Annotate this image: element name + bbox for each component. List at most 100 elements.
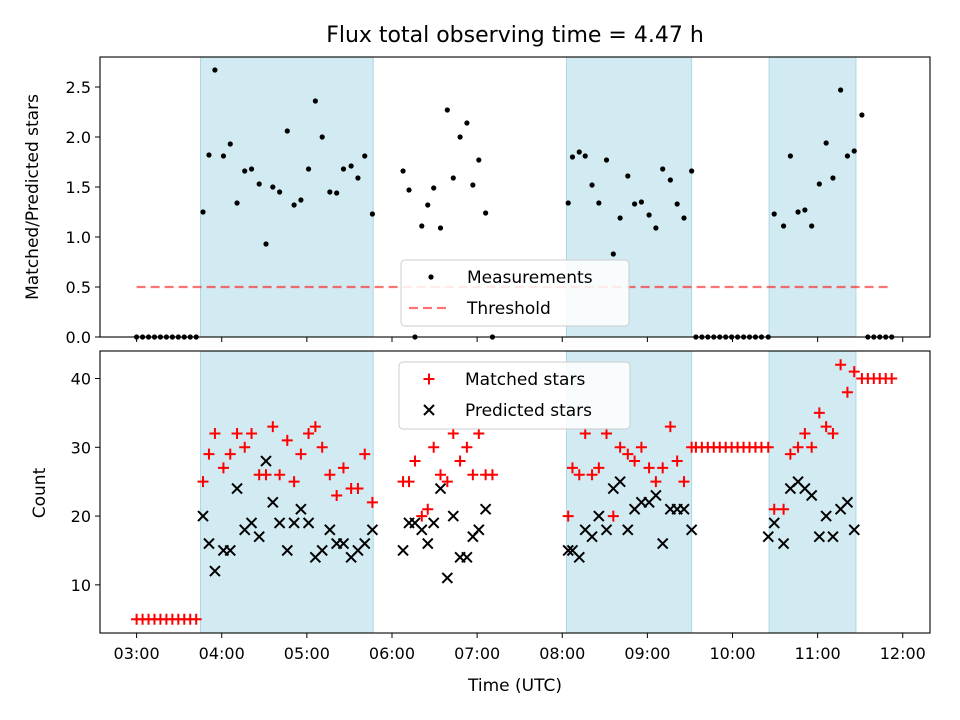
bottom-matched-stars-point [601,428,613,440]
bottom-predicted-stars-point [600,524,613,536]
bottom-predicted-stars-point [397,544,409,557]
top-measurements-point [355,175,361,181]
top-measurements-point [859,112,865,118]
bottom-predicted-stars-point [820,510,832,522]
bottom-predicted-stars-point [366,524,379,536]
bottom-predicted-stars-point [260,455,272,467]
top-measurements-point [406,187,412,193]
bottom-predicted-stars-point [281,544,293,557]
top-measurements-point [270,184,276,190]
bottom-matched-stars-point [217,462,229,474]
bottom-legend-label: Matched stars [465,370,585,390]
top-measurements-point [263,241,269,247]
top-measurements-point [483,210,489,216]
top-measurements-point [476,157,482,163]
x-tick-label: 03:00 [114,644,160,663]
bottom-matched-stars-point [416,510,428,522]
bottom-matched-stars-point [467,469,479,481]
bottom-predicted-stars-point [253,530,265,543]
top-y-tick-label: 1.5 [66,178,91,197]
bottom-matched-stars-point [231,428,243,440]
bottom-predicted-stars-point [231,482,243,495]
top-shaded-span-2 [768,56,857,338]
top-y-tick-label: 0.0 [66,328,91,347]
bottom-matched-stars-point [664,421,676,433]
top-measurements-point [457,134,463,140]
bottom-predicted-stars-point [337,537,350,550]
top-measurements-point [227,141,233,147]
bottom-predicted-stars-point [324,524,336,536]
top-measurements-point [470,182,476,188]
top-measurements-point [444,107,450,113]
bottom-matched-stars-point [454,455,466,467]
top-measurements-point [625,173,631,179]
top-measurements-point [851,148,857,154]
bottom-matched-stars-point [267,421,279,433]
bottom-predicted-stars-point [768,517,780,529]
top-measurements-point [242,168,248,174]
top-measurements-point [795,209,801,215]
bottom-matched-stars-point [562,510,574,522]
bottom-predicted-stars-point [422,537,434,550]
bottom-predicted-stars-point [777,537,790,550]
bottom-y-tick-label: 40 [71,370,91,389]
bottom-matched-stars-point [886,373,898,385]
bottom-predicted-stars-point [762,530,774,543]
bottom-matched-stars-point [359,448,371,460]
bottom-matched-stars-point [813,407,825,419]
top-measurements-point [305,166,312,172]
top-measurements-point [400,168,406,174]
x-tick-label: 11:00 [795,644,841,663]
bottom-predicted-stars-point [359,537,371,550]
x-axis-label: Time (UTC) [467,676,562,696]
bottom-predicted-stars-point [805,489,818,502]
x-tick-label: 05:00 [284,644,330,663]
bottom-predicted-stars-point [827,530,839,543]
top-measurements-point [823,140,829,146]
top-measurements-point [667,177,673,183]
bottom-y-tick-label: 30 [71,438,91,457]
bottom-predicted-stars-point [267,496,279,509]
top-measurements-point [638,199,645,205]
bottom-matched-stars-point [422,503,434,515]
bottom-matched-stars-point [239,441,251,453]
x-tick-label: 07:00 [454,644,500,663]
bottom-matched-stars-point [246,428,258,440]
bottom-matched-stars-point [486,469,498,481]
top-measurements-point [312,98,318,104]
bottom-panel: 10 20 30 40 03:00 04:00 05:00 06:00 07:00 08:00 09… [71,350,931,663]
top-measurements-point [284,128,290,134]
bottom-matched-stars-point [607,510,619,522]
top-measurements-point [569,154,576,160]
top-measurements-point [780,223,787,229]
bottom-shaded-span-2 [768,350,857,634]
top-y-tick-label: 2.0 [66,128,91,147]
bottom-predicted-stars-point [441,572,454,584]
bottom-predicted-stars-point [562,544,574,557]
top-y-tick-label: 0.5 [66,278,91,297]
top-measurements-point [291,202,297,208]
bottom-matched-stars-point [762,441,774,453]
bottom-matched-stars-point [566,462,578,474]
bottom-predicted-stars-point [209,565,221,577]
bottom-matched-stars-point [447,428,459,440]
top-measurements-point [327,189,333,195]
bottom-matched-stars-point [203,448,215,460]
top-shaded-span-0 [199,56,374,338]
top-legend-symbol [428,274,434,280]
x-tick-label: 04:00 [199,644,245,663]
bottom-matched-stars-point [260,469,272,481]
bottom-matched-stars-point [778,503,790,515]
bottom-legend-symbol [423,373,435,385]
bottom-matched-stars-point [461,441,473,453]
top-measurements-point [277,189,283,195]
bottom-predicted-stars-point [427,517,440,529]
bottom-matched-stars-point [331,489,343,501]
bottom-matched-stars-point [593,462,605,474]
bottom-shaded-span-0 [199,350,374,634]
bottom-predicted-stars-point [813,530,826,543]
top-measurements-point [596,200,602,206]
bottom-predicted-stars-point [288,517,300,529]
top-measurements-point [660,166,666,172]
bottom-matched-stars-point [209,428,221,440]
